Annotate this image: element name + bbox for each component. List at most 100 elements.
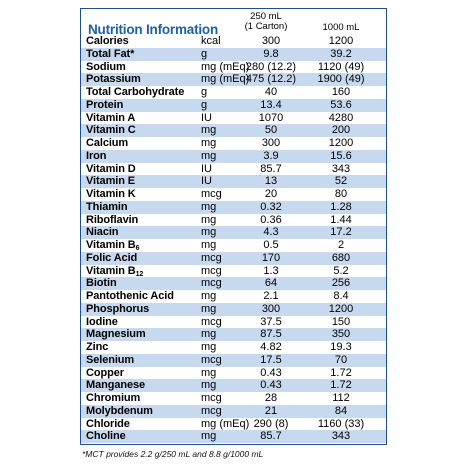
nutrient-name: Vitamin A	[86, 112, 135, 125]
nutrient-unit: mcg	[201, 277, 222, 290]
nutrient-name-text: Chromium	[86, 392, 141, 404]
table-row: Copper mg 0.43 1.72	[81, 367, 386, 380]
nutrient-unit: kcal	[201, 35, 221, 47]
table-row: Vitamin E IU 13 52	[81, 175, 386, 188]
value-1000ml: 17.2	[330, 226, 352, 239]
nutrient-name-text: Folic Acid	[86, 251, 138, 264]
table-row: Choline mg 85.7 343	[81, 430, 386, 443]
value-250ml: 280 (12.2)	[245, 60, 297, 73]
nutrient-name: Sodium	[86, 61, 126, 74]
nutrient-name: Water	[86, 443, 116, 444]
value-250ml: 290 (8)	[253, 417, 289, 430]
nutrient-unit: mg	[201, 302, 217, 315]
value-1000ml: 8.4	[333, 290, 349, 302]
value-250ml: 1.3	[263, 264, 279, 277]
nutrient-unit: mcg	[201, 392, 222, 404]
value-1000ml: 2	[337, 239, 345, 251]
nutrient-name: Chromium	[86, 392, 140, 405]
table-row: Biotin mcg 64 256	[81, 277, 386, 290]
table-row: Selenium mcg 17.5 70	[81, 353, 386, 367]
table-row: Iron mg 3.9 15.6	[81, 149, 386, 163]
value-250ml: 1070	[258, 111, 284, 124]
value-1000ml: 53.6	[330, 98, 352, 111]
nutrient-name-text: Manganese	[86, 379, 146, 392]
table-title: Nutrition Information	[88, 22, 219, 37]
value-250ml: 2.1	[263, 290, 279, 302]
nutrient-unit: mL	[201, 443, 216, 444]
nutrient-name-text: Chloride	[86, 417, 130, 430]
nutrient-name-text: Vitamin B	[86, 239, 136, 251]
value-1000ml: 343	[331, 430, 351, 443]
value-250ml: 87.5	[260, 328, 282, 341]
value-1000ml: 150	[331, 315, 351, 328]
nutrient-name: Potassium	[86, 73, 141, 86]
nutrient-unit: mg	[201, 124, 217, 137]
table-row: Magnesium mg 87.5 350	[81, 328, 386, 341]
nutrient-name: Vitamin D	[86, 163, 136, 176]
nutrient-name: Vitamin E	[86, 175, 135, 188]
nutrient-name: Thiamin	[86, 200, 128, 214]
nutrient-name-text: Riboflavin	[86, 213, 139, 226]
nutrient-unit: mg	[201, 137, 217, 149]
nutrient-name-text: Vitamin B	[86, 264, 136, 277]
nutrient-unit: mcg	[201, 404, 222, 417]
nutrient-name: Molybdenum	[86, 405, 153, 418]
value-1000ml: 70	[334, 353, 348, 366]
nutrient-name: Selenium	[86, 354, 134, 367]
nutrient-name-text: Phosphorus	[86, 302, 150, 315]
nutrient-subscript: 12	[135, 270, 144, 278]
nutrient-name: Zinc	[86, 341, 108, 354]
value-1000ml: 15.6	[330, 149, 352, 162]
value-1000ml: 1120 (49)	[317, 60, 365, 73]
nutrient-name-text: Protein	[86, 98, 124, 111]
nutrient-unit: IU	[201, 175, 212, 188]
header-250ml: 250 mL	[250, 11, 282, 22]
nutrient-name-text: Choline	[86, 430, 126, 443]
value-250ml: 64	[264, 277, 278, 290]
nutrient-unit: g	[201, 98, 208, 111]
nutrient-unit: mg	[201, 200, 217, 213]
table-row: Manganese mg 0.43 1.72	[81, 379, 386, 392]
value-1000ml: 200	[331, 124, 351, 137]
table-row: Calcium mg 300 1200	[81, 137, 386, 150]
nutrient-name: Niacin	[86, 226, 119, 239]
value-250ml: 0.5	[263, 239, 279, 251]
nutrient-name: Protein	[86, 99, 123, 112]
nutrient-name: Riboflavin	[86, 214, 138, 227]
nutrient-name: Pantothenic Acid	[86, 290, 174, 303]
nutrient-unit: mg (mEq)	[201, 417, 250, 430]
nutrient-unit: mg	[201, 341, 217, 353]
value-250ml: 170	[261, 251, 281, 264]
value-1000ml: 5.2	[333, 264, 349, 277]
nutrient-name: Phosphorus	[86, 303, 149, 316]
value-1000ml: 4280	[328, 111, 354, 124]
nutrition-table: Nutrition Information 250 mL (1 Carton) …	[80, 8, 387, 445]
table-row: Water mL 205818	[81, 443, 386, 444]
nutrient-name-text: Iron	[86, 149, 107, 162]
nutrient-name-text: Pantothenic Acid	[86, 290, 174, 302]
value-1000ml: 19.3	[330, 341, 352, 353]
value-1000ml: 112	[332, 392, 350, 404]
nutrient-name-text: Water	[86, 443, 116, 444]
nutrient-name-text: Vitamin E	[86, 175, 136, 188]
nutrient-name-text: Total Fat*	[86, 47, 135, 60]
nutrient-name-text: Calories	[86, 35, 129, 47]
nutrient-name-text: Thiamin	[86, 200, 128, 213]
value-250ml: 17.5	[260, 353, 282, 366]
nutrient-name-text: Total Carbohydrate	[86, 86, 185, 98]
nutrient-unit: mcg	[201, 188, 222, 200]
nutrient-unit: g	[201, 86, 208, 98]
nutrient-subscript: 6	[135, 245, 140, 252]
header-carton: (1 Carton)	[244, 21, 288, 32]
nutrient-unit: mg (mEq)	[201, 73, 250, 86]
value-1000ml: 1.28	[330, 200, 352, 213]
table-row: Vitamin B6 mg 0.5 2	[81, 239, 386, 252]
value-1000ml: 818	[296, 443, 386, 444]
nutrient-unit: IU	[201, 111, 212, 124]
value-1000ml: 160	[331, 86, 351, 98]
value-250ml: 13	[264, 175, 278, 188]
nutrient-name-text: Iodine	[86, 315, 118, 328]
table-row: Calories kcal 300 1200	[81, 35, 386, 48]
nutrient-name-text: Selenium	[86, 353, 135, 366]
nutrient-name: Biotin	[86, 277, 117, 290]
